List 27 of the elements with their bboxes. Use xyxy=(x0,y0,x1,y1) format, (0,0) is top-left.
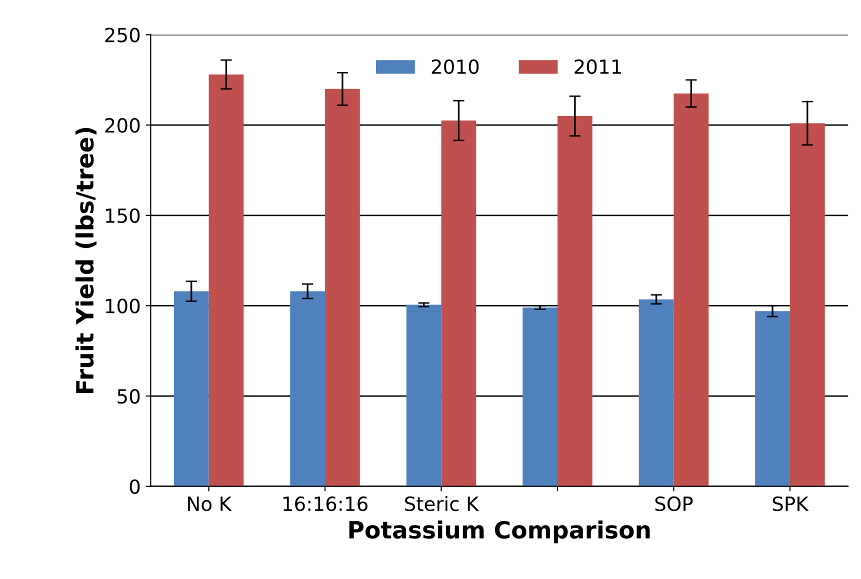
y-tick-label: 100 xyxy=(106,298,140,314)
y-tick-label: 50 xyxy=(118,388,140,404)
bar xyxy=(558,116,592,486)
x-tick-label: SPK xyxy=(772,496,809,512)
y-axis-title: Fruit Yield (lbs/tree) xyxy=(75,128,96,394)
y-tick-label: 200 xyxy=(105,118,140,133)
x-tick-label: Steric K xyxy=(405,496,480,512)
y-tick-label: 0 xyxy=(130,479,140,494)
bar xyxy=(790,123,825,486)
bar xyxy=(674,93,709,486)
bar xyxy=(441,120,476,486)
x-tick-label: SOP xyxy=(655,496,693,512)
x-tick-label: 16:16:16 xyxy=(284,496,368,512)
y-tick-label: 250 xyxy=(105,28,140,42)
bar xyxy=(522,308,558,486)
x-axis-title: Potassium Comparison xyxy=(349,520,650,544)
bar xyxy=(755,311,790,486)
bar xyxy=(406,304,442,486)
y-tick-label: 150 xyxy=(106,208,140,224)
bar xyxy=(208,74,244,486)
legend-label: 2011 xyxy=(574,59,621,74)
bar xyxy=(325,88,360,486)
bar xyxy=(638,299,674,486)
legend-label: 2010 xyxy=(432,59,479,74)
bar xyxy=(174,291,209,486)
x-tick-label: No K xyxy=(188,496,232,512)
bar xyxy=(290,291,326,486)
